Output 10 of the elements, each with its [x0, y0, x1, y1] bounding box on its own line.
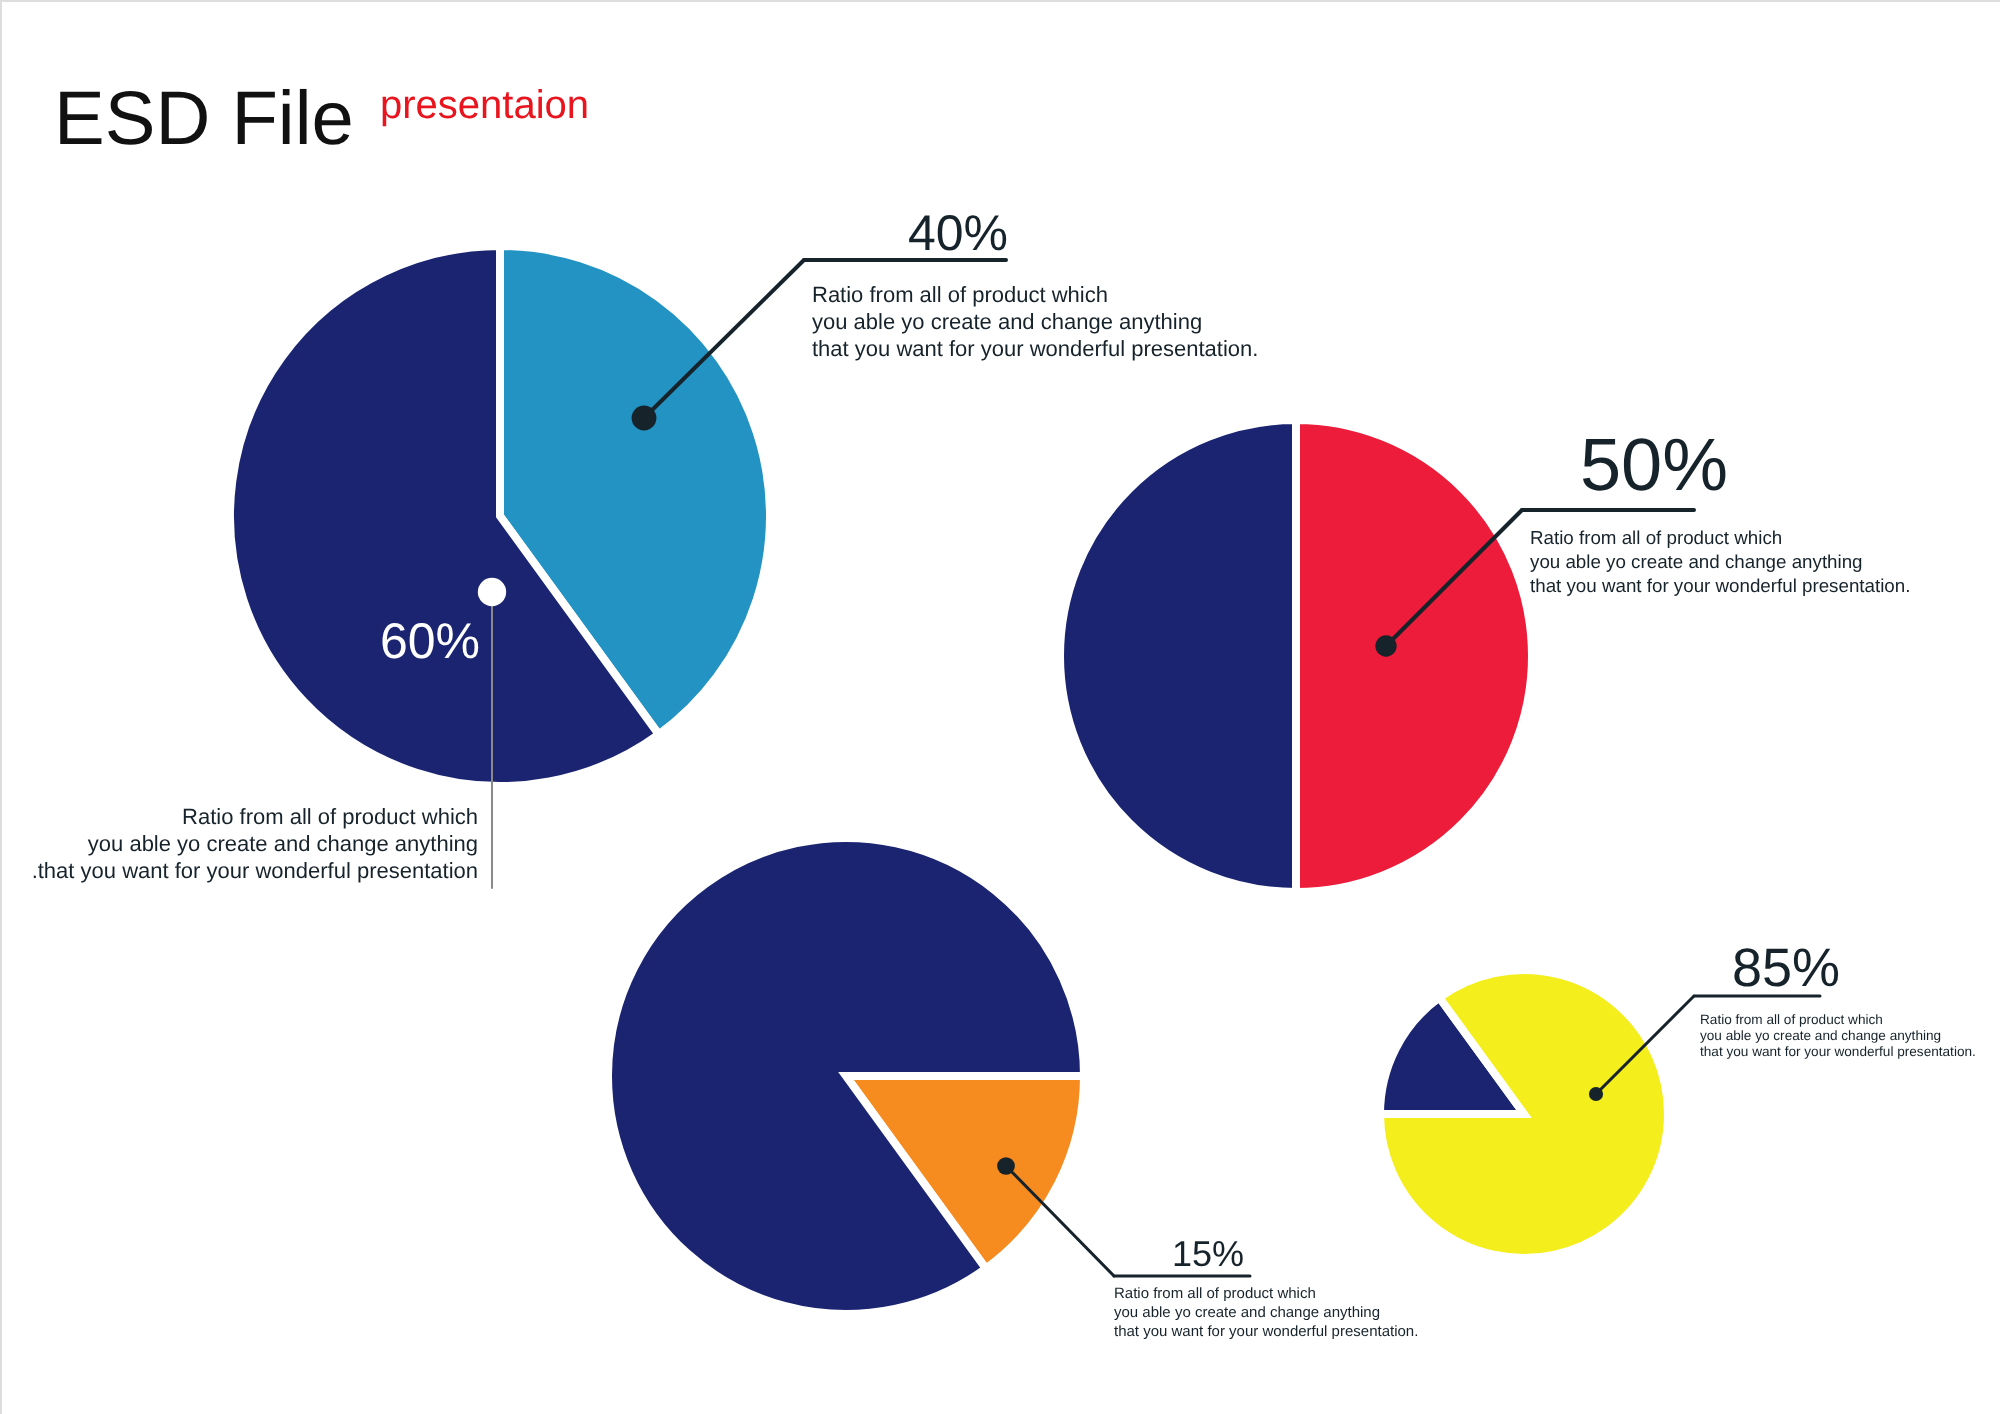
data-label: 85%	[1731, 938, 1841, 998]
data-label: 60%	[379, 614, 481, 670]
chart-title: ESD File	[54, 78, 354, 162]
chart-subtitle: presentaion	[380, 84, 590, 128]
text: Ratio from all of product which you able yo create and change anything that you want for your wonderful presentation.	[1530, 526, 1911, 596]
text: Ratio from all of product which you able yo create and change anything that you want for your wonderful presentation.	[812, 284, 1259, 362]
text: Ratio from all of product which you able yo create and change anything .that you want for your wonderful presentation	[31, 806, 478, 884]
data-label: 50%	[1579, 424, 1729, 506]
data-label: 15%	[1171, 1234, 1245, 1274]
data-label: 40%	[907, 206, 1009, 262]
